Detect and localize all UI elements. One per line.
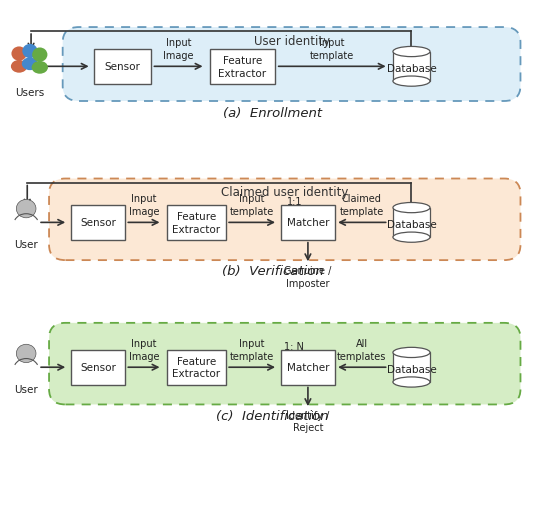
Text: User: User xyxy=(14,239,38,249)
FancyBboxPatch shape xyxy=(71,350,125,385)
Text: (c)  Identification: (c) Identification xyxy=(216,409,329,422)
Text: Feature
Extractor: Feature Extractor xyxy=(172,356,220,379)
Text: Feature
Extractor: Feature Extractor xyxy=(172,212,220,234)
Text: Matcher: Matcher xyxy=(287,362,329,373)
Text: Input
Image: Input Image xyxy=(129,194,159,216)
Text: Input
template: Input template xyxy=(230,194,274,216)
Ellipse shape xyxy=(32,62,48,74)
Text: All
templates: All templates xyxy=(337,338,386,361)
Text: Database: Database xyxy=(386,64,437,74)
Text: 1: N: 1: N xyxy=(284,341,304,351)
FancyBboxPatch shape xyxy=(393,353,430,382)
Circle shape xyxy=(16,200,36,218)
Ellipse shape xyxy=(393,77,430,87)
Ellipse shape xyxy=(393,203,430,213)
Text: Sensor: Sensor xyxy=(80,362,116,373)
Text: Input
template: Input template xyxy=(310,38,354,61)
FancyBboxPatch shape xyxy=(281,350,335,385)
FancyBboxPatch shape xyxy=(49,179,520,261)
Text: Claimed
template: Claimed template xyxy=(340,194,384,216)
FancyBboxPatch shape xyxy=(63,28,520,102)
Text: User identity: User identity xyxy=(253,35,330,47)
Ellipse shape xyxy=(393,348,430,358)
FancyBboxPatch shape xyxy=(167,206,226,240)
FancyBboxPatch shape xyxy=(94,50,152,84)
Text: Database: Database xyxy=(386,219,437,230)
Text: Sensor: Sensor xyxy=(80,218,116,228)
Text: User: User xyxy=(14,384,38,394)
FancyBboxPatch shape xyxy=(393,208,430,238)
Circle shape xyxy=(32,48,47,63)
Circle shape xyxy=(11,47,27,62)
FancyBboxPatch shape xyxy=(393,52,430,82)
Text: Genuine /
Imposter: Genuine / Imposter xyxy=(284,266,331,288)
Text: Users: Users xyxy=(15,88,45,98)
FancyBboxPatch shape xyxy=(167,350,226,385)
Circle shape xyxy=(22,45,38,59)
FancyBboxPatch shape xyxy=(210,50,275,84)
Text: (b)  Verification: (b) Verification xyxy=(222,265,323,278)
Ellipse shape xyxy=(11,61,27,73)
Text: Input
template: Input template xyxy=(230,338,274,361)
Ellipse shape xyxy=(393,47,430,58)
Text: Database: Database xyxy=(386,364,437,374)
Text: Input
Image: Input Image xyxy=(129,338,159,361)
FancyBboxPatch shape xyxy=(281,206,335,240)
FancyBboxPatch shape xyxy=(71,206,125,240)
Text: Feature
Extractor: Feature Extractor xyxy=(219,56,267,78)
Ellipse shape xyxy=(393,377,430,387)
Text: Identify /
Reject: Identify / Reject xyxy=(286,410,330,433)
Text: (a)  Enrollment: (a) Enrollment xyxy=(223,106,322,120)
Text: Input
Image: Input Image xyxy=(164,38,193,61)
Text: 1:1: 1:1 xyxy=(287,196,302,207)
Circle shape xyxy=(16,345,36,363)
FancyBboxPatch shape xyxy=(49,323,520,405)
Text: Matcher: Matcher xyxy=(287,218,329,228)
Ellipse shape xyxy=(393,233,430,243)
Text: Sensor: Sensor xyxy=(105,62,141,72)
Text: Claimed user identity: Claimed user identity xyxy=(221,186,348,199)
Ellipse shape xyxy=(22,58,38,71)
